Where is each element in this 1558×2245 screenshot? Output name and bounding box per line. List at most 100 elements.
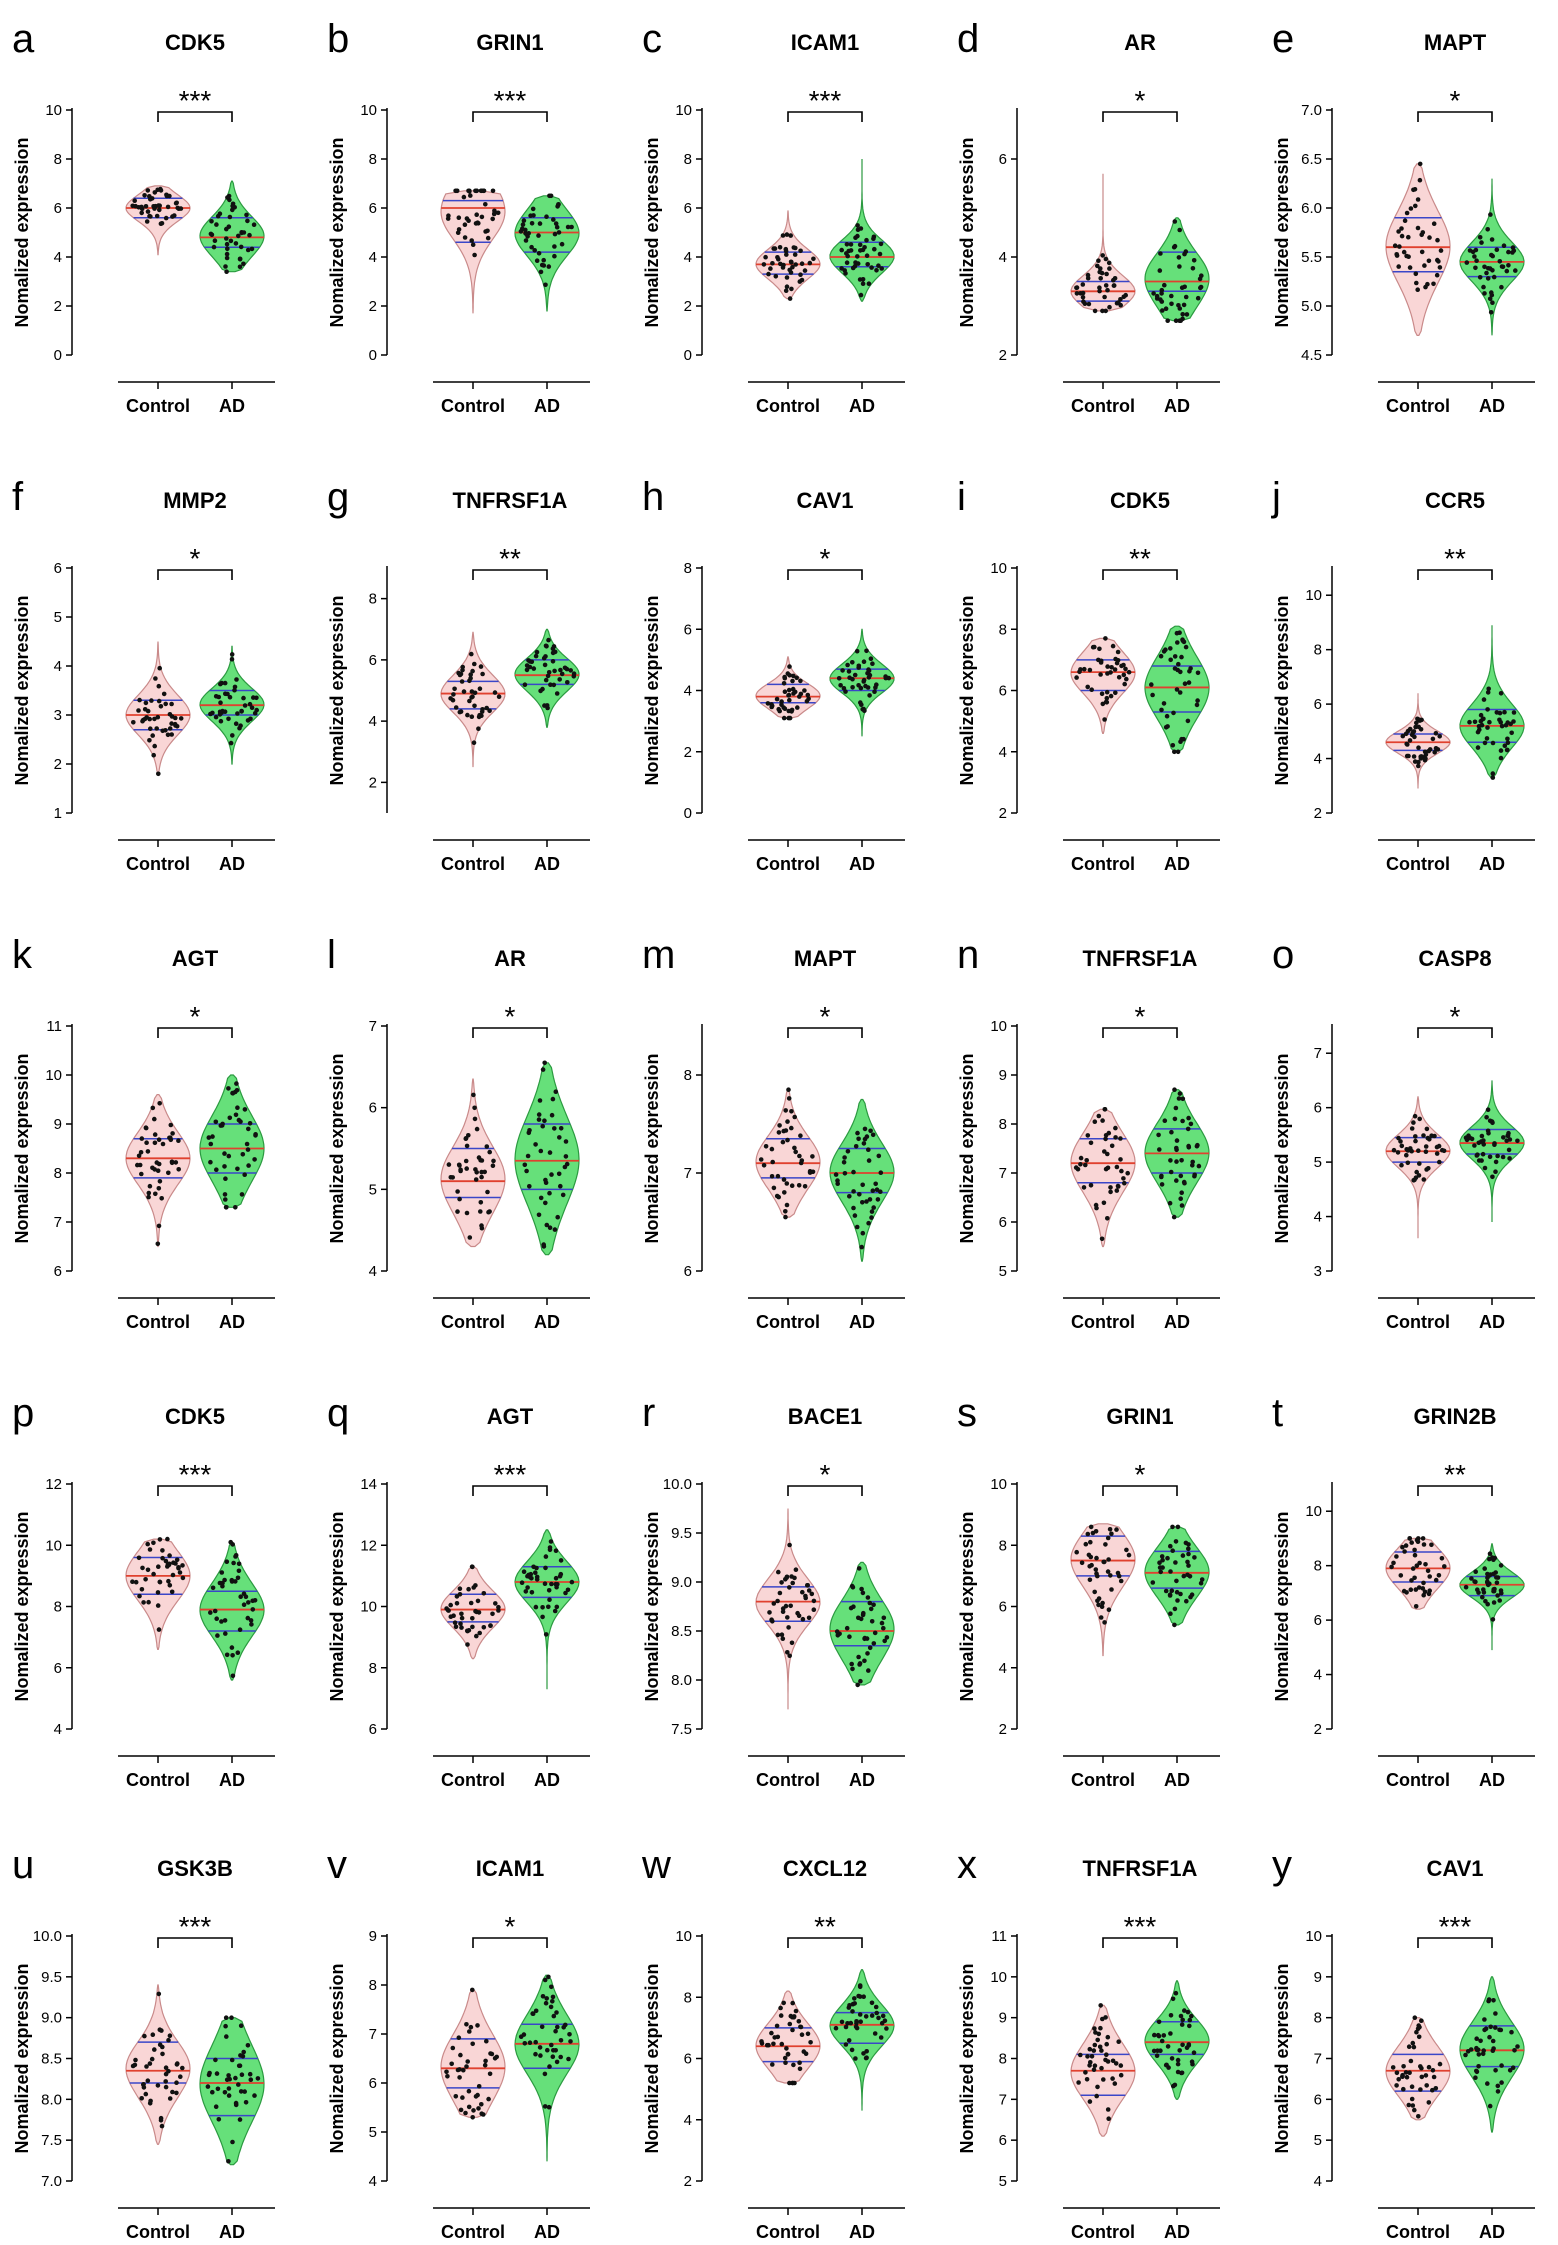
panel-title: GSK3B — [157, 1856, 233, 1881]
data-point — [545, 2047, 550, 2053]
data-point — [163, 2079, 168, 2084]
data-point — [487, 1149, 492, 1155]
significance-label: * — [820, 543, 831, 574]
data-point — [1109, 1587, 1114, 1592]
data-point — [242, 2089, 247, 2094]
data-point — [547, 1150, 553, 1155]
data-point — [484, 2038, 489, 2044]
data-point — [1501, 243, 1507, 248]
significance-bracket — [1102, 111, 1178, 122]
data-point — [1190, 1163, 1195, 1168]
x-tick-label: AD — [849, 1770, 875, 1790]
data-point — [543, 1632, 549, 1637]
significance-bracket — [472, 1027, 548, 1038]
data-point — [778, 261, 783, 267]
data-point — [1156, 1132, 1161, 1138]
panel-title: GRIN1 — [1106, 1404, 1173, 1429]
data-point — [1168, 657, 1173, 663]
data-point — [857, 242, 863, 248]
data-point — [556, 230, 562, 235]
data-point — [866, 1147, 871, 1152]
data-point — [779, 2041, 785, 2047]
data-point — [215, 2086, 221, 2092]
data-point — [1485, 227, 1490, 232]
data-point — [1104, 2041, 1109, 2047]
significance-bracket — [787, 569, 863, 580]
data-point — [1172, 1606, 1178, 1612]
data-point — [1485, 690, 1491, 695]
data-point — [782, 675, 788, 681]
x-tick-label: Control — [1386, 1312, 1450, 1332]
data-point — [1172, 1622, 1177, 1628]
data-point — [771, 2041, 776, 2047]
data-point — [1487, 2103, 1493, 2109]
data-point — [143, 1577, 148, 1582]
data-point — [1122, 1180, 1127, 1186]
data-point — [802, 1184, 808, 1189]
data-point — [781, 2000, 786, 2006]
data-point — [473, 1608, 478, 1614]
data-point — [245, 1147, 251, 1152]
panel-letter: f — [12, 475, 24, 519]
data-point — [1505, 736, 1510, 742]
data-point — [456, 215, 462, 220]
x-tick-label: AD — [219, 2222, 245, 2242]
data-point — [1198, 285, 1203, 291]
y-tick-label: 8 — [684, 151, 692, 168]
data-point — [545, 673, 551, 679]
data-point — [1396, 1135, 1401, 1141]
data-point — [553, 1089, 559, 1094]
data-point — [490, 1163, 496, 1168]
panel-title: GRIN1 — [476, 30, 543, 55]
data-point — [478, 664, 484, 669]
data-point — [1107, 1527, 1113, 1532]
data-point — [1168, 1169, 1174, 1175]
data-point — [558, 1126, 564, 1131]
data-point — [155, 714, 161, 720]
data-point — [1441, 1148, 1447, 1154]
data-point — [524, 667, 530, 673]
data-point — [1083, 1541, 1089, 1547]
data-point — [225, 691, 230, 697]
data-point — [781, 681, 787, 686]
panel-title: CAV1 — [796, 488, 853, 513]
data-point — [529, 1590, 535, 1595]
violin-ad — [199, 2017, 265, 2166]
y-tick-label: 6 — [369, 1100, 377, 1117]
data-point — [1509, 730, 1514, 736]
y-tick-label: 5 — [1314, 1154, 1322, 1171]
data-point — [1173, 1539, 1179, 1544]
data-point — [872, 1630, 878, 1636]
data-point — [208, 1141, 214, 1147]
x-tick-label: Control — [1071, 2222, 1135, 2242]
data-point — [858, 248, 863, 253]
y-axis-label: Nomalized expression — [327, 1053, 347, 1243]
data-point — [455, 1189, 460, 1194]
x-tick-label: Control — [441, 1312, 505, 1332]
panel-letter: e — [1272, 17, 1294, 61]
data-point — [520, 222, 526, 227]
data-point — [482, 1169, 487, 1175]
data-point — [884, 2026, 889, 2031]
data-point — [547, 1190, 552, 1196]
data-point — [1481, 716, 1486, 722]
data-point — [1408, 206, 1414, 211]
data-point — [791, 673, 796, 679]
data-point — [1482, 291, 1487, 296]
data-point — [522, 2041, 528, 2046]
data-point — [843, 2024, 849, 2030]
data-point — [1092, 2026, 1097, 2031]
data-point — [1088, 1539, 1093, 1545]
data-point — [1474, 2045, 1479, 2051]
data-point — [476, 2106, 481, 2111]
data-point — [792, 1575, 797, 1581]
data-point — [160, 1141, 166, 1147]
data-point — [1178, 2013, 1184, 2019]
data-point — [144, 2064, 149, 2069]
data-point — [833, 1172, 839, 1177]
data-point — [787, 296, 793, 301]
data-point — [776, 1194, 781, 1200]
x-tick-label: AD — [534, 854, 560, 874]
